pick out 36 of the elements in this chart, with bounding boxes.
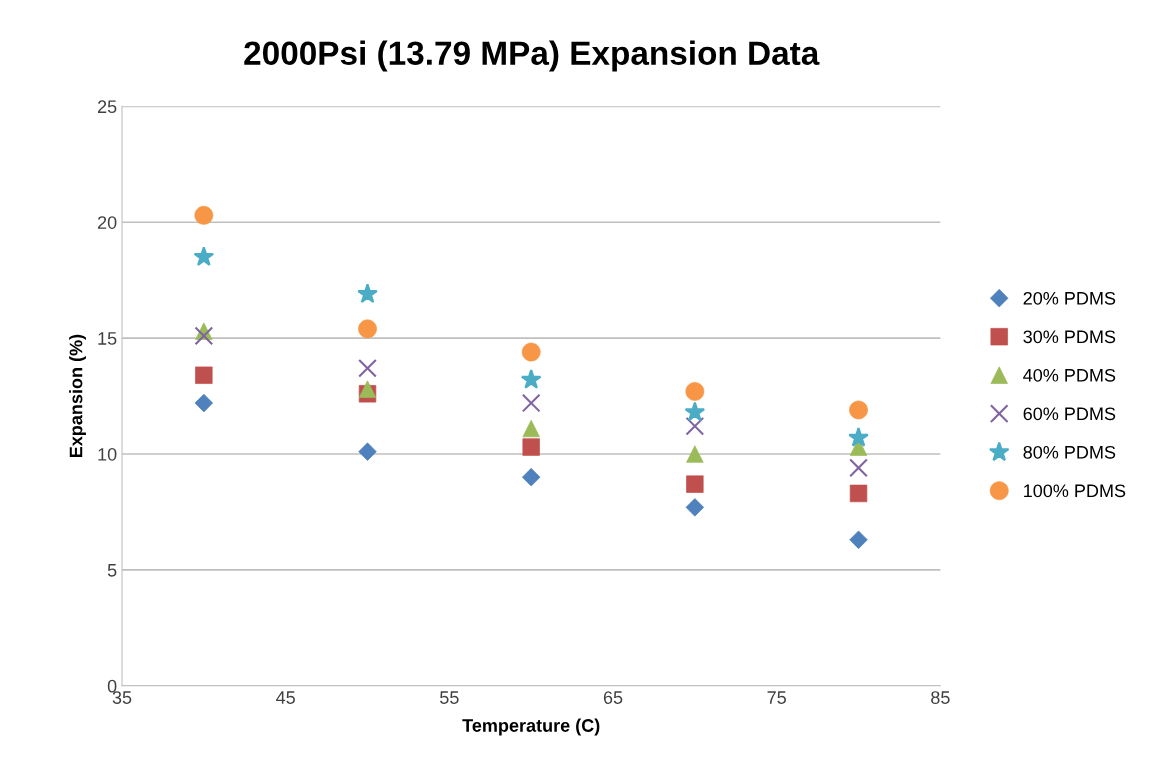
x-tick-label: 85	[931, 691, 950, 704]
point	[521, 342, 541, 362]
point	[684, 401, 706, 422]
y-tick-label: 15	[98, 332, 117, 345]
legend-label: 40% PDMS	[1023, 368, 1116, 382]
x-tick-label: 65	[603, 691, 623, 704]
x-tick-label: 55	[440, 691, 459, 704]
legend-label: 80% PDMS	[1023, 445, 1116, 459]
y-axis-title: Expansion (%)	[69, 334, 86, 458]
x-tick-label: 75	[767, 691, 786, 704]
point	[685, 416, 705, 436]
legend-label: 100% PDMS	[1024, 484, 1126, 498]
point	[522, 438, 540, 456]
x-tick-label: 45	[276, 691, 295, 704]
y-tick-label: 0	[107, 679, 117, 693]
y-tick-label: 20	[97, 216, 117, 229]
point	[358, 358, 377, 378]
legend-label: 30% PDMS	[1023, 330, 1116, 344]
point	[685, 498, 705, 517]
y-tick-label: 25	[97, 100, 117, 114]
x-tick-label: 35	[112, 691, 132, 704]
point	[194, 326, 214, 346]
point	[849, 484, 868, 503]
legend-label: 20% PDMS	[1023, 291, 1116, 305]
point	[520, 369, 542, 389]
x-axis-title: Temperature (C)	[462, 718, 600, 736]
point	[358, 442, 377, 461]
point	[521, 393, 541, 413]
y-tick-label: 5	[107, 564, 117, 577]
point	[357, 283, 378, 303]
legend-label: 60% PDMS	[1023, 407, 1116, 421]
y-tick-label: 10	[98, 447, 117, 461]
point	[193, 246, 215, 266]
chart-title: 2000Psi (13.79 MPa) Expansion Data	[244, 40, 820, 72]
point	[848, 427, 869, 447]
point	[849, 458, 868, 478]
